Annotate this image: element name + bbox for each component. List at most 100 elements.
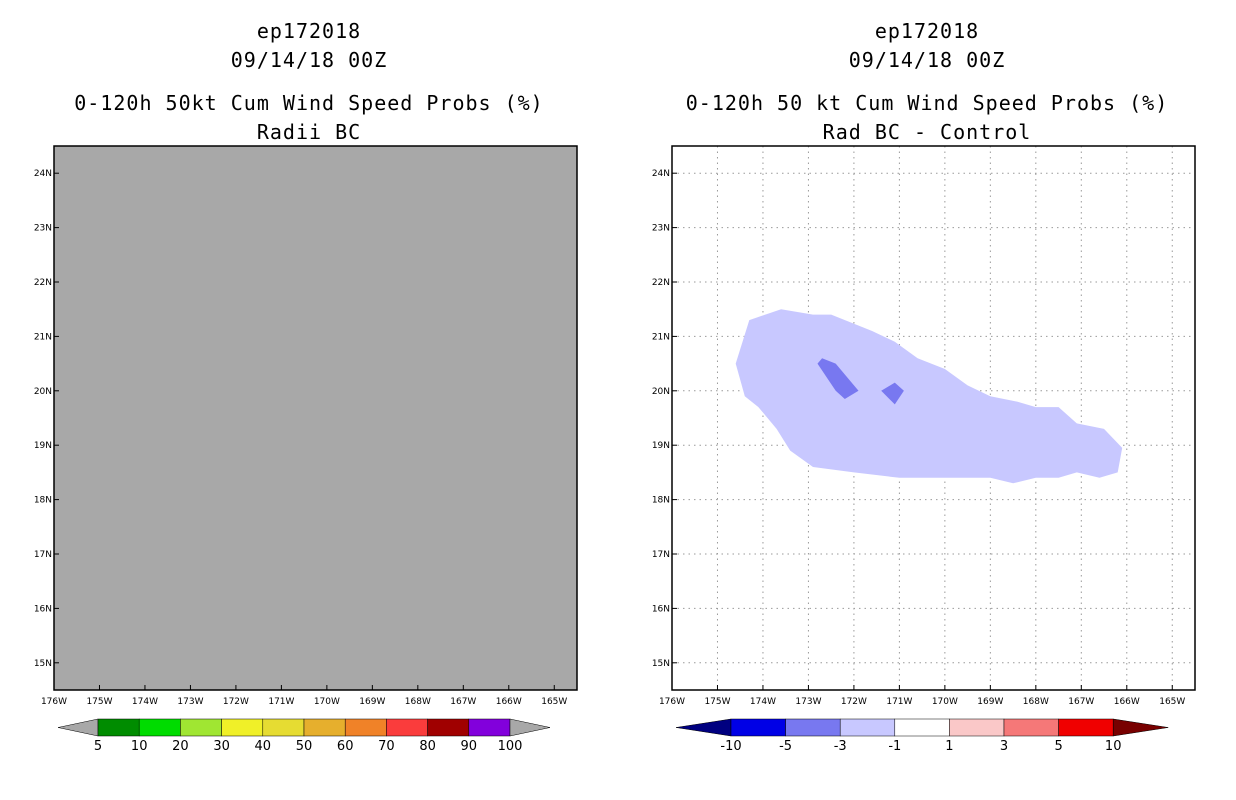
right-title-subtitle: Rad BC - Control [822, 120, 1032, 144]
colorbar-cell [730, 718, 786, 737]
x-tick-label: 169W [977, 697, 1003, 707]
colorbar-cell [468, 718, 511, 737]
x-tick-label: 172W [841, 697, 867, 707]
y-tick-label: 21N [34, 332, 52, 342]
y-tick-label: 16N [34, 604, 52, 614]
shaded-region-0 [735, 309, 1123, 484]
x-tick-label: 165W [541, 697, 567, 707]
colorbar-cell [138, 718, 181, 737]
shaded-region-1 [817, 358, 859, 399]
y-tick-label: 19N [652, 441, 670, 451]
left-title-storm: ep172018 [256, 19, 362, 43]
y-tick-label: 24N [652, 169, 670, 179]
colorbar-cell [262, 718, 305, 737]
x-tick-label: 174W [750, 697, 776, 707]
colorbar-cell [1058, 718, 1114, 737]
colorbar-cell [949, 718, 1005, 737]
colorbar-cell [894, 718, 950, 737]
colorbar-label: 5 [94, 739, 102, 754]
x-tick-label: 166W [1114, 697, 1140, 707]
y-tick-label: 15N [34, 659, 52, 669]
chart-panel-rad-bc-minus-control: 176W 175W 174W 173W 172W 171W 170W 169W 168W 167W… [652, 145, 1196, 754]
y-tick-label: 17N [34, 550, 52, 560]
x-tick-label: 166W [496, 697, 522, 707]
plot-area [54, 146, 577, 690]
y-tick-label: 21N [652, 332, 670, 342]
colorbar-cell [785, 718, 841, 737]
chart-panel-radii-bc: 176W 175W 174W 173W 172W 171W 170W 169W 168W 167W… [34, 145, 578, 754]
x-tick-label: 168W [405, 697, 431, 707]
left-title-date: 09/14/18 00Z [230, 48, 388, 72]
x-tick-label: 171W [886, 697, 912, 707]
x-tick-label: 173W [177, 697, 203, 707]
colorbar-over-triangle [509, 718, 551, 737]
right-title-date: 09/14/18 00Z [848, 48, 1006, 72]
x-tick-label: 175W [86, 697, 112, 707]
colorbar-label: 60 [337, 739, 354, 754]
colorbar-cell [180, 718, 222, 737]
y-tick-label: 19N [34, 441, 52, 451]
y-tick-label: 18N [652, 496, 670, 506]
colorbar-label: -1 [888, 739, 901, 754]
colorbar: -10 -5 -3 -1 1 3 5 10 [675, 718, 1169, 754]
right-title-storm: ep172018 [874, 19, 980, 43]
colorbar-label: -10 [720, 739, 741, 754]
x-tick-label: 175W [704, 697, 730, 707]
x-tick-label: 176W [659, 697, 685, 707]
x-tick-label: 173W [795, 697, 821, 707]
x-tick-label: 169W [359, 697, 385, 707]
plot-frame [53, 145, 578, 691]
y-tick-label: 18N [34, 496, 52, 506]
colorbar-over-triangle [1112, 718, 1169, 737]
colorbar-cell [221, 718, 264, 737]
x-tick-label: 167W [450, 697, 476, 707]
colorbar-label: 100 [498, 739, 523, 754]
y-tick-label: 23N [34, 224, 52, 234]
colorbar-label: 70 [378, 739, 395, 754]
y-tick-label: 20N [34, 387, 52, 397]
x-tick-label: 165W [1159, 697, 1185, 707]
left-title-subtitle: Radii BC [256, 120, 362, 144]
plot-frame [671, 145, 1196, 691]
colorbar-label: 3 [1000, 739, 1008, 754]
colorbar-label: 40 [255, 739, 272, 754]
y-tick-label: 23N [652, 224, 670, 234]
x-tick-label: 167W [1068, 697, 1094, 707]
x-tick-label: 171W [268, 697, 294, 707]
colorbar-cell [427, 718, 470, 737]
x-tick-label: 168W [1023, 697, 1049, 707]
colorbar-cell [303, 718, 346, 737]
colorbar-under-triangle [675, 718, 732, 737]
x-tick-label: 176W [41, 697, 67, 707]
colorbar-label: 50 [296, 739, 313, 754]
left-title-product: 0-120h 50kt Cum Wind Speed Probs (%) [74, 91, 544, 115]
colorbar-label: 80 [419, 739, 436, 754]
y-tick-label: 17N [652, 550, 670, 560]
x-tick-label: 170W [932, 697, 958, 707]
colorbar-under-triangle [57, 718, 99, 737]
y-tick-label: 16N [652, 604, 670, 614]
colorbar-label: 20 [172, 739, 189, 754]
y-tick-label: 20N [652, 387, 670, 397]
colorbar-label: 10 [1105, 739, 1122, 754]
right-title-product: 0-120h 50 kt Cum Wind Speed Probs (%) [685, 91, 1169, 115]
colorbar-label: 1 [945, 739, 953, 754]
y-tick-label: 15N [652, 659, 670, 669]
colorbar-cell [1003, 718, 1059, 737]
shaded-region-2 [881, 382, 904, 405]
colorbar-cell [344, 718, 387, 737]
colorbar-label: 90 [461, 739, 478, 754]
colorbar-label: 5 [1054, 739, 1062, 754]
colorbar-label: 30 [213, 739, 230, 754]
y-tick-label: 24N [34, 169, 52, 179]
colorbar-cell [97, 718, 140, 737]
y-tick-label: 22N [652, 278, 670, 288]
colorbar-cell [386, 718, 428, 737]
colorbar-label: -5 [779, 739, 792, 754]
x-tick-label: 170W [314, 697, 340, 707]
x-tick-label: 174W [132, 697, 158, 707]
colorbar-label: 10 [131, 739, 148, 754]
colorbar-label: -3 [834, 739, 847, 754]
y-tick-label: 22N [34, 278, 52, 288]
